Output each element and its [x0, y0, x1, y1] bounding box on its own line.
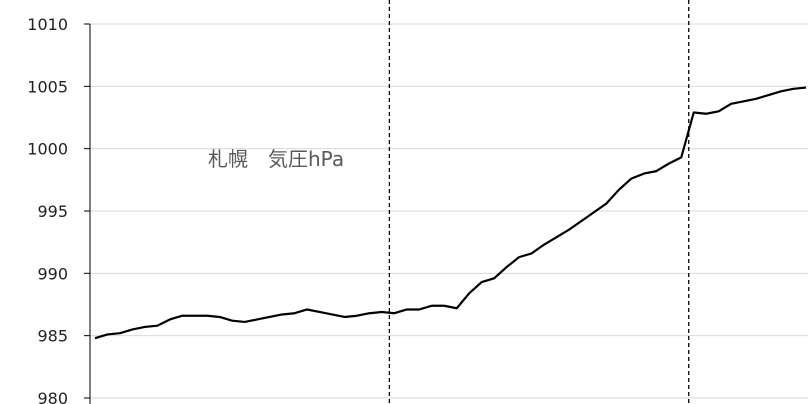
marker-layer: [388, 0, 690, 404]
series-layer: [94, 86, 807, 340]
y-tick-label: 990: [37, 264, 68, 283]
grid-layer: [90, 23, 808, 399]
label-layer: 980 985 990 995 1000 1005 1010: [27, 15, 68, 404]
y-tick-label: 1010: [27, 15, 68, 34]
y-tick-label: 985: [37, 327, 68, 346]
y-tick-label: 1000: [27, 140, 68, 159]
y-tick-label: 1005: [27, 77, 68, 96]
y-tick-label: 995: [37, 202, 68, 221]
chart-title: 札幌 気圧hPa: [208, 147, 344, 171]
y-tick-label: 980: [37, 389, 68, 404]
pressure-series-line: [94, 86, 807, 340]
axis-layer: [84, 23, 91, 404]
